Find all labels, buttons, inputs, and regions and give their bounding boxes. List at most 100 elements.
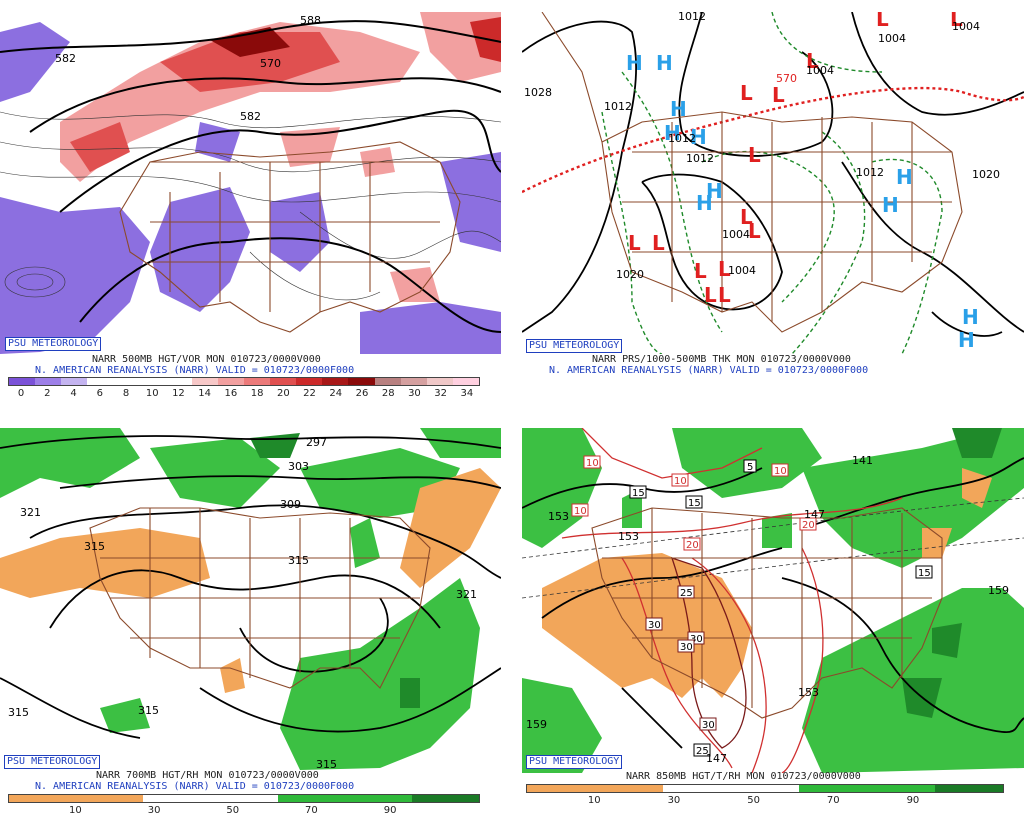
rh-scale: 10 30 50 70 90 [8, 805, 480, 819]
high-pressure-symbol: H [958, 328, 975, 352]
colorbar-segment [400, 378, 427, 385]
colorbar-segment [191, 378, 218, 385]
scale-tick-label: 4 [70, 388, 77, 399]
scale-tick-label: 2 [44, 388, 51, 399]
temp-label: 10 [774, 466, 787, 477]
map-pressure: H H H H H H H H H H H L L L L L L L L L … [522, 12, 1024, 354]
colorbar-segment [374, 378, 401, 385]
scale-tick-label: 50 [747, 795, 760, 806]
scale-tick-label: 32 [434, 388, 448, 399]
scale-tick-label: 6 [96, 388, 103, 399]
map-500mb: 582 570 582 588 [0, 12, 501, 354]
caption-title: NARR PRS/1000-500MB THK MON 010723/0000V… [592, 354, 851, 365]
contour-label: 297 [306, 436, 327, 449]
temp-label: 10 [574, 506, 587, 517]
temp-label: 25 [680, 588, 693, 599]
contour-label: 147 [706, 752, 727, 765]
temp-label: 30 [702, 720, 715, 731]
map-700mb: 297 303 309 315 315 321 321 315 315 315 [0, 428, 501, 770]
caption-valid: N. AMERICAN REANALYSIS (NARR) VALID = 01… [549, 365, 869, 376]
colorbar-segment [322, 378, 349, 385]
contour-label: 1004 [806, 64, 834, 77]
colorbar-segment [867, 785, 935, 792]
contour-labels: 1012 1028 1020 1012 1012 1004 1004 1012 … [524, 12, 1000, 281]
temp-label: 15 [632, 488, 645, 499]
high-pressure-symbol: H [962, 305, 979, 329]
scale-tick-label: 24 [329, 388, 343, 399]
contour-label: 1012 [604, 100, 632, 113]
scale-tick-label: 30 [667, 795, 681, 806]
colorbar-segment [277, 795, 345, 802]
caption-title: NARR 850MB HGT/T/RH MON 010723/0000V000 [626, 771, 861, 782]
high-pressure-symbol: H [664, 121, 681, 145]
colorbar-segment [9, 795, 77, 802]
scale-tick-label: 90 [906, 795, 920, 806]
colorbar-segment [411, 795, 479, 802]
scale-tick-label: 10 [587, 795, 601, 806]
contour-label: 159 [988, 584, 1009, 597]
contour-label: 582 [55, 52, 76, 65]
contour-label: 309 [280, 498, 301, 511]
scale-tick-label: 28 [381, 388, 395, 399]
high-pressure-symbol: H [626, 51, 643, 75]
scale-tick-label: 8 [122, 388, 130, 399]
contour-label: 582 [240, 110, 261, 123]
panel-pressure-thickness: H H H H H H H H H H H L L L L L L L L L … [522, 12, 1024, 402]
contour-label: 321 [20, 506, 41, 519]
scale-tick-label: 30 [408, 388, 421, 399]
high-pressure-symbol: H [670, 97, 687, 121]
low-pressure-symbol: L [748, 143, 761, 167]
contour-labels: 582 570 582 588 [55, 14, 321, 123]
contour-label: 1012 [856, 166, 884, 179]
temp-label: 30 [690, 634, 703, 645]
low-pressure-symbol: L [628, 231, 641, 255]
scale-tick-label: 22 [303, 388, 316, 399]
temp-label: 20 [686, 540, 699, 551]
contour-label: 315 [288, 554, 309, 567]
contour-label: 315 [84, 540, 105, 553]
contour-label: 1004 [952, 20, 980, 33]
caption-valid: N. AMERICAN REANALYSIS (NARR) VALID = 01… [35, 365, 355, 376]
psu-logo: PSU METEOROLOGY [4, 755, 101, 769]
low-pressure-symbol: L [806, 49, 819, 73]
temp-label: 15 [918, 568, 931, 579]
colorbar-segment [113, 378, 140, 385]
low-pressure-symbol: L [748, 219, 761, 243]
low-pressure-symbol: L [950, 12, 963, 31]
contour-label: 1020 [972, 168, 1000, 181]
psu-logo: PSU METEOROLOGY [526, 755, 623, 769]
colorbar-segment [270, 378, 297, 385]
colorbar-segment [348, 378, 375, 385]
contour-label: 303 [288, 460, 309, 473]
psu-logo: PSU METEOROLOGY [5, 337, 102, 351]
contour-label: 570 [260, 57, 281, 70]
temp-label: 25 [696, 746, 709, 757]
panel-700mb-rh: 297 303 309 315 315 321 321 315 315 315 … [0, 428, 501, 819]
colorbar-segment [344, 795, 412, 802]
temp-label: 20 [802, 520, 815, 531]
colorbar-segment [61, 378, 88, 385]
low-pressure-symbol: L [740, 205, 753, 229]
scale-tick-label: 14 [198, 388, 212, 399]
colorbar-segment [35, 378, 62, 385]
scale-tick-label: 70 [826, 795, 840, 806]
scale-tick-label: 90 [383, 805, 397, 816]
high-pressure-symbol: H [896, 165, 913, 189]
contour-label: 1028 [524, 86, 552, 99]
scale-tick-label: 34 [460, 388, 474, 399]
contour-label: 1012 [678, 12, 706, 23]
colorbar-segment [426, 378, 453, 385]
temperature-labels: 10 10 10 15 15 5 10 20 20 15 25 30 30 30… [571, 455, 933, 757]
scale-tick-label: 50 [226, 805, 240, 816]
scale-tick-label: 70 [305, 805, 318, 816]
contour-label: 588 [300, 14, 321, 27]
colorbar-segment [731, 785, 799, 792]
panel-850mb-temp-rh: 10 10 10 15 15 5 10 20 20 15 25 30 30 30… [522, 428, 1024, 819]
low-pressure-symbol: L [876, 12, 889, 31]
scale-tick-label: 20 [276, 388, 290, 399]
high-pressure-symbol: H [690, 125, 707, 149]
contour-label: 1020 [616, 268, 644, 281]
vorticity-colorbar [8, 377, 480, 386]
contour-label: 1004 [722, 228, 750, 241]
contour-label: 159 [526, 718, 547, 731]
